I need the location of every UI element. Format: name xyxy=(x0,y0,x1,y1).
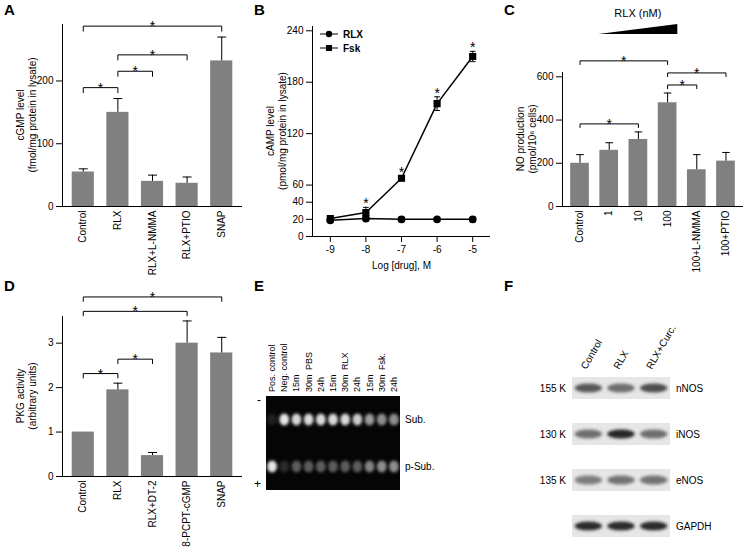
svg-text:30m: 30m xyxy=(377,374,387,392)
svg-text:D: D xyxy=(4,277,15,294)
svg-text:135 K: 135 K xyxy=(540,475,566,486)
svg-text:-7: -7 xyxy=(397,244,406,255)
svg-text:Control: Control xyxy=(579,338,605,371)
svg-text:10: 10 xyxy=(633,210,644,222)
svg-text:RLX: RLX xyxy=(611,348,630,371)
svg-text:-9: -9 xyxy=(326,244,335,255)
svg-text:B: B xyxy=(254,1,265,18)
svg-text:RLX: RLX xyxy=(112,480,123,500)
svg-text:RLX+L-NMMA: RLX+L-NMMA xyxy=(147,210,158,275)
svg-text:PBS: PBS xyxy=(304,352,314,370)
svg-text:15m: 15m xyxy=(365,374,375,392)
svg-text:3: 3 xyxy=(48,337,54,348)
svg-text:*: * xyxy=(150,289,156,305)
svg-text:180: 180 xyxy=(287,76,304,87)
svg-text:24h: 24h xyxy=(352,377,362,392)
svg-text:cAMP level(pmol/mg protein in: cAMP level(pmol/mg protein in lysate) xyxy=(265,72,288,190)
svg-text:Log [drug], M: Log [drug], M xyxy=(372,260,431,271)
svg-text:24h: 24h xyxy=(389,377,399,392)
svg-text:nNOS: nNOS xyxy=(676,383,704,394)
svg-text:-8: -8 xyxy=(361,244,370,255)
svg-text:100+L-NMMA: 100+L-NMMA xyxy=(691,210,702,272)
svg-text:240: 240 xyxy=(287,25,304,36)
svg-text:*: * xyxy=(132,351,138,367)
svg-text:*: * xyxy=(679,77,685,93)
svg-text:2: 2 xyxy=(48,382,54,393)
svg-text:*: * xyxy=(470,39,476,55)
svg-text:-: - xyxy=(257,393,261,407)
svg-text:24h: 24h xyxy=(316,377,326,392)
svg-text:155 K: 155 K xyxy=(540,383,566,394)
svg-text:30m: 30m xyxy=(340,374,350,392)
svg-text:RLX: RLX xyxy=(340,352,350,370)
svg-text:15m: 15m xyxy=(291,374,301,392)
svg-text:40: 40 xyxy=(292,196,304,207)
svg-text:200: 200 xyxy=(37,75,54,86)
svg-text:-6: -6 xyxy=(433,244,442,255)
svg-text:*: * xyxy=(621,53,627,69)
svg-text:0: 0 xyxy=(48,471,54,482)
svg-text:SNAP: SNAP xyxy=(216,210,227,238)
svg-text:0: 0 xyxy=(548,201,554,212)
svg-text:*: * xyxy=(150,18,156,34)
svg-text:100: 100 xyxy=(37,138,54,149)
svg-text:*: * xyxy=(399,164,405,180)
svg-text:*: * xyxy=(363,195,369,211)
svg-text:RLX+PTIO: RLX+PTIO xyxy=(181,210,192,259)
svg-text:Sub.: Sub. xyxy=(405,414,426,425)
svg-text:C: C xyxy=(504,1,515,18)
svg-text:20: 20 xyxy=(292,214,304,225)
svg-text:A: A xyxy=(4,1,15,18)
svg-text:0: 0 xyxy=(48,201,54,212)
svg-text:E: E xyxy=(254,277,264,294)
svg-text:1: 1 xyxy=(603,210,614,216)
svg-text:RLX+Curc.: RLX+Curc. xyxy=(644,323,678,371)
svg-text:RLX+DT-2: RLX+DT-2 xyxy=(147,480,158,527)
svg-text:Fsk: Fsk xyxy=(343,43,361,54)
svg-text:120: 120 xyxy=(287,128,304,139)
svg-text:iNOS: iNOS xyxy=(676,429,700,440)
svg-text:GAPDH: GAPDH xyxy=(676,521,712,532)
svg-text:100+PTIO: 100+PTIO xyxy=(720,210,731,256)
svg-text:+: + xyxy=(254,477,261,491)
svg-text:*: * xyxy=(434,85,440,101)
svg-text:*: * xyxy=(98,80,104,96)
svg-text:*: * xyxy=(150,47,156,63)
svg-text:NO production(pmol/10⁶ cells): NO production(pmol/10⁶ cells) xyxy=(515,104,538,173)
svg-text:130 K: 130 K xyxy=(540,429,566,440)
svg-text:0: 0 xyxy=(298,231,304,242)
svg-text:cGMP level(fmol/mg protein in: cGMP level(fmol/mg protein in lysate) xyxy=(15,57,38,172)
svg-text:60: 60 xyxy=(292,179,304,190)
svg-text:30m: 30m xyxy=(304,374,314,392)
svg-text:*: * xyxy=(606,116,612,132)
svg-text:600: 600 xyxy=(537,71,554,82)
svg-text:F: F xyxy=(504,277,513,294)
svg-text:eNOS: eNOS xyxy=(676,475,704,486)
svg-text:200: 200 xyxy=(537,157,554,168)
svg-text:Control: Control xyxy=(77,211,88,243)
svg-text:SNAP: SNAP xyxy=(216,480,227,508)
svg-text:15m: 15m xyxy=(328,374,338,392)
svg-text:Neg. control: Neg. control xyxy=(279,343,289,392)
svg-text:RLX: RLX xyxy=(112,210,123,230)
svg-text:Control: Control xyxy=(77,481,88,513)
svg-text:*: * xyxy=(132,63,138,79)
svg-text:8-PCPT-cGMP: 8-PCPT-cGMP xyxy=(181,480,192,546)
svg-text:400: 400 xyxy=(537,114,554,125)
svg-text:-5: -5 xyxy=(468,244,477,255)
svg-text:*: * xyxy=(694,65,700,81)
svg-text:PKG activity(arbitrary units): PKG activity(arbitrary units) xyxy=(15,362,38,429)
svg-text:*: * xyxy=(132,303,138,319)
svg-text:100: 100 xyxy=(662,210,673,227)
svg-text:1: 1 xyxy=(48,426,54,437)
svg-text:Pos. control: Pos. control xyxy=(267,344,277,392)
svg-text:p-Sub.: p-Sub. xyxy=(405,461,434,472)
svg-text:Fsk.: Fsk. xyxy=(377,353,387,370)
svg-text:RLX: RLX xyxy=(343,29,363,40)
svg-text:*: * xyxy=(98,366,104,382)
svg-text:Control: Control xyxy=(574,211,585,243)
svg-text:RLX (nM): RLX (nM) xyxy=(614,7,661,19)
